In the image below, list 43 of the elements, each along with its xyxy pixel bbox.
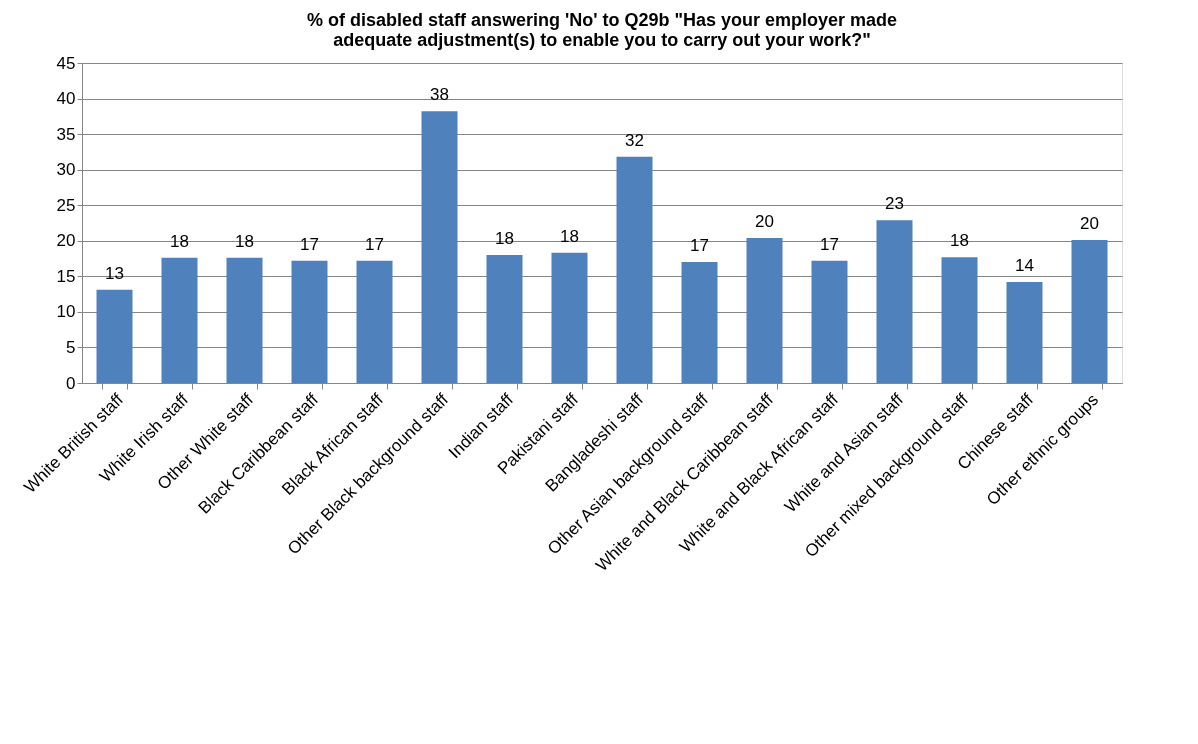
data-label: 18 xyxy=(560,226,579,246)
data-label: 14 xyxy=(1015,256,1034,276)
data-label: 17 xyxy=(820,234,839,254)
chart-title: % of disabled staff answering 'No' to Q29b "Has your employer made adequate adjustment(s) to enable you to carry out your work?" xyxy=(306,10,898,50)
data-label: 13 xyxy=(105,263,124,283)
data-label: 23 xyxy=(885,194,904,214)
data-label: 17 xyxy=(690,236,709,256)
data-label: 18 xyxy=(495,229,514,248)
data-label: 18 xyxy=(950,231,969,251)
bar xyxy=(681,262,718,383)
bar xyxy=(876,220,913,383)
bar xyxy=(161,257,198,383)
data-label: 18 xyxy=(170,231,189,251)
y-tick-label: 15 xyxy=(56,266,76,286)
bar xyxy=(226,257,263,383)
bar xyxy=(941,257,978,383)
data-label: 20 xyxy=(1080,214,1099,234)
y-tick-label: 30 xyxy=(56,160,76,180)
y-tick-label: 20 xyxy=(56,231,76,251)
y-tick-label: 0 xyxy=(66,373,76,393)
y-tick-label: 35 xyxy=(56,124,76,144)
bar xyxy=(291,260,328,383)
data-label: 17 xyxy=(365,234,384,254)
y-tick-label: 10 xyxy=(56,302,76,322)
bar xyxy=(486,255,523,383)
bar xyxy=(551,252,588,383)
bar xyxy=(1071,240,1108,383)
y-tick-label: 45 xyxy=(56,53,76,73)
y-tick-label: 25 xyxy=(56,195,76,215)
data-label: 17 xyxy=(300,234,319,254)
y-tick-label: 40 xyxy=(56,89,76,109)
bar xyxy=(746,237,783,383)
bar xyxy=(421,111,458,383)
data-label: 32 xyxy=(625,130,644,150)
data-label: 18 xyxy=(235,231,254,251)
bar xyxy=(96,289,133,383)
y-tick-label: 5 xyxy=(66,337,76,357)
bar xyxy=(356,260,393,383)
bar xyxy=(811,260,848,383)
bar xyxy=(1006,282,1043,383)
bar xyxy=(616,156,653,383)
data-label: 20 xyxy=(755,211,774,231)
data-label: 38 xyxy=(430,85,449,105)
